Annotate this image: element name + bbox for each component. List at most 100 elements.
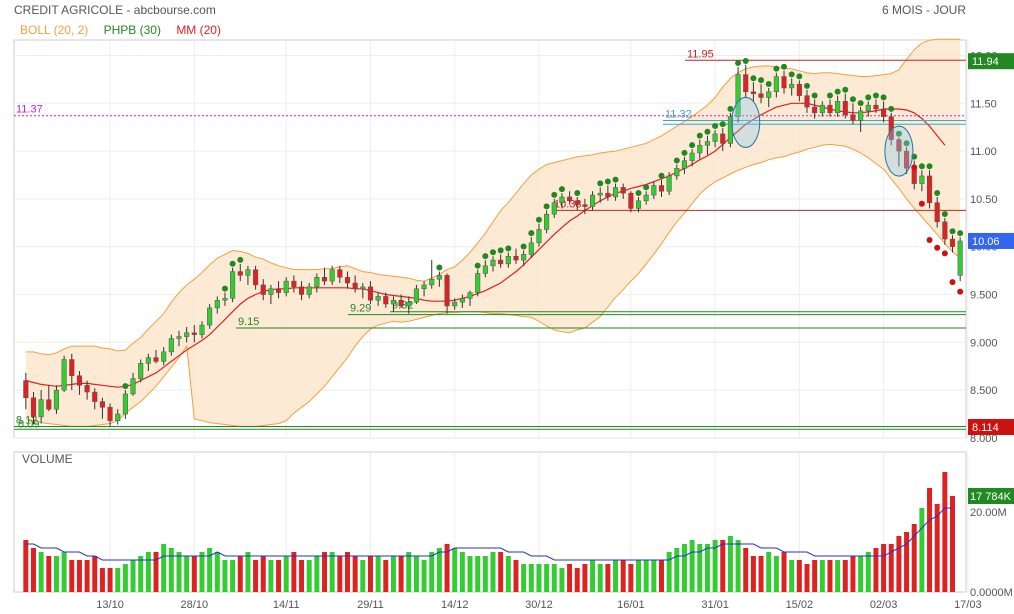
candle-body <box>69 359 75 377</box>
candle-body <box>697 145 703 154</box>
phpb-dot <box>229 260 236 267</box>
volume-bar <box>253 560 259 592</box>
volume-bar <box>819 560 825 592</box>
candle-body <box>957 240 963 276</box>
candle-body <box>222 298 228 301</box>
volume-bar <box>30 548 36 592</box>
level-label: 11.32 <box>665 108 692 120</box>
volume-bar <box>413 556 419 592</box>
volume-bar <box>865 552 871 592</box>
candle-body <box>498 259 504 265</box>
volume-bar <box>360 560 366 592</box>
phpb-dot <box>221 285 228 292</box>
candle-body <box>306 286 312 295</box>
candle-body <box>536 229 542 244</box>
phpb-dot <box>918 163 925 170</box>
candle-body <box>283 280 289 293</box>
candle-body <box>184 332 190 337</box>
last-price-badge <box>968 419 1014 436</box>
candle-body <box>214 299 220 309</box>
candle-body <box>781 76 787 89</box>
level-label: 9.15 <box>238 316 259 328</box>
phpb-dot <box>826 92 833 99</box>
volume-bar <box>222 560 228 592</box>
volume-tick-label: 0.0000M <box>970 587 1013 599</box>
volume-bar <box>459 552 465 592</box>
y-tick-label: 10.50 <box>970 194 998 206</box>
x-tick-label: 29/11 <box>357 599 384 611</box>
candle-body <box>735 74 741 117</box>
volume-bar <box>122 564 128 592</box>
phpb-dot <box>872 92 879 99</box>
phpb-dot <box>474 262 481 269</box>
phpb-dot <box>643 184 650 191</box>
candle-body <box>406 301 412 307</box>
candle-body <box>138 363 144 379</box>
volume-bar <box>390 556 396 592</box>
candle-body <box>896 139 902 152</box>
candle-body <box>475 273 481 293</box>
phpb-dot <box>750 75 757 82</box>
legend-mm[interactable]: MM (20) <box>176 23 221 37</box>
period-label[interactable]: 6 MOIS - JOUR <box>881 3 966 17</box>
volume-bar <box>482 556 488 592</box>
volume-bar <box>927 488 933 592</box>
phpb-dot <box>727 105 734 112</box>
volume-bar <box>827 560 833 592</box>
phpb-dot <box>842 86 849 93</box>
phpb-dot <box>604 178 611 185</box>
volume-bar <box>421 560 427 592</box>
volume-panel-frame <box>13 451 967 593</box>
volume-bar <box>191 556 197 592</box>
volume-bar <box>436 548 442 592</box>
candle-body <box>23 380 29 399</box>
candle-body <box>796 83 802 96</box>
candle-body <box>651 185 657 196</box>
volume-bar <box>498 552 504 592</box>
candle-body <box>544 213 550 230</box>
candle-body <box>398 299 404 307</box>
y-tick-label: 11.00 <box>970 146 997 158</box>
phpb-dot <box>681 149 688 156</box>
candle-body <box>298 286 305 295</box>
phpb-dot <box>689 142 696 149</box>
candle-body <box>38 399 44 418</box>
candle-body <box>168 338 174 353</box>
volume-bar <box>76 560 82 592</box>
candle-body <box>459 298 465 303</box>
last-volume-badge <box>968 488 1014 504</box>
legend-phpb[interactable]: PHPB (30) <box>103 23 161 37</box>
bollinger-upper-line <box>25 38 961 356</box>
candle-body <box>858 110 864 121</box>
level-label: 9.29 <box>350 303 371 315</box>
phpb-dot <box>765 80 772 87</box>
candle-body <box>321 277 328 282</box>
candle-body <box>46 399 52 410</box>
low-marker <box>941 250 948 257</box>
candle-body <box>605 192 611 198</box>
legend-boll[interactable]: BOLL (20, 2) <box>20 23 89 37</box>
volume-bar <box>84 560 90 592</box>
phpb-dot <box>490 249 496 256</box>
candle-body <box>827 104 833 114</box>
phpb-dot <box>949 228 956 235</box>
candle-body <box>145 357 151 364</box>
volume-bar <box>161 544 167 592</box>
volume-bar <box>613 560 619 592</box>
volume-bar <box>115 568 121 592</box>
candle-body <box>352 282 358 290</box>
candle-body <box>704 141 710 146</box>
x-tick-label: 14/11 <box>273 599 300 611</box>
volume-bar <box>521 564 527 592</box>
candle-body <box>191 332 197 335</box>
annotation-ellipse <box>884 125 914 177</box>
candle-body <box>505 256 511 265</box>
phpb-dot <box>804 82 810 89</box>
candle-body <box>436 275 442 280</box>
phpb-dot <box>742 58 749 65</box>
volume-bar <box>344 552 350 592</box>
candle-body <box>76 375 82 386</box>
low-marker <box>949 279 956 286</box>
phpb-dot <box>796 73 803 80</box>
